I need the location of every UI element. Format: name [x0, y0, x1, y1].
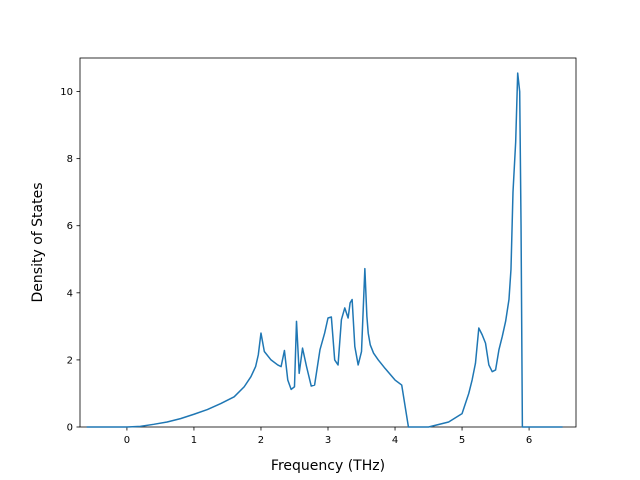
y-tick-label: 8	[67, 154, 73, 165]
y-axis-label: Density of States	[30, 183, 46, 303]
series-layer	[86, 72, 563, 428]
y-tick-label: 0	[67, 423, 73, 434]
x-tick-label: 3	[325, 435, 331, 446]
y-tick-label: 10	[60, 87, 73, 98]
y-axis-ticks: 0 2 4 6 8 10	[60, 87, 80, 434]
plot-area-frame	[79, 57, 577, 428]
y-tick-label: 2	[67, 355, 73, 366]
y-tick-label: 6	[67, 221, 73, 232]
x-axis-label: Frequency (THz)	[271, 458, 385, 474]
dos-series-line	[86, 72, 563, 428]
x-tick-label: 4	[392, 435, 398, 446]
x-tick-label: 5	[459, 435, 465, 446]
x-tick-label: 6	[526, 435, 532, 446]
x-tick-label: 1	[191, 435, 197, 446]
y-tick-label: 4	[67, 288, 73, 299]
x-tick-label: 0	[124, 435, 130, 446]
x-tick-label: 2	[258, 435, 264, 446]
